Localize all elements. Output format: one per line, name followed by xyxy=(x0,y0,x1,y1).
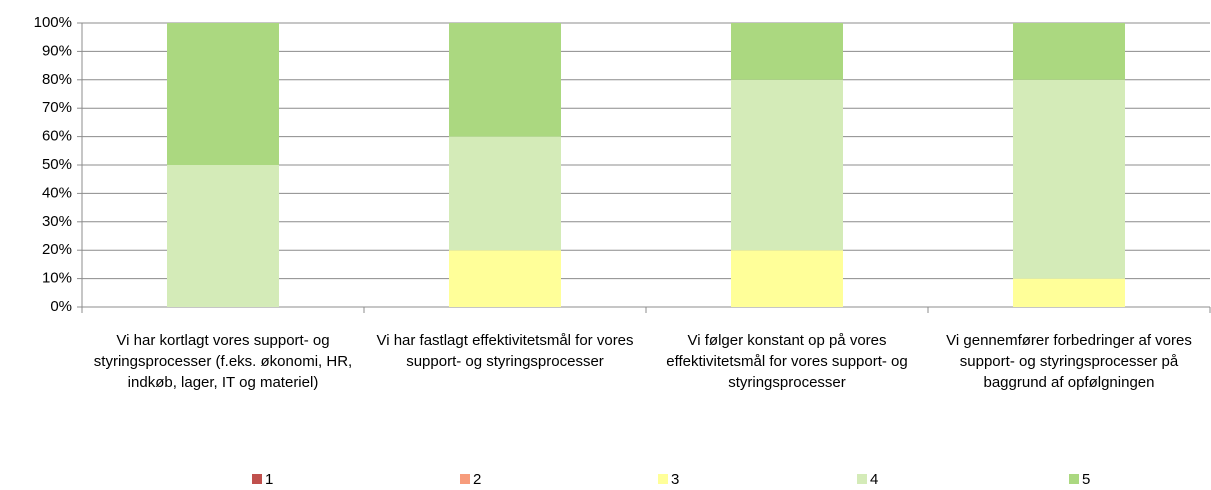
bar-segment xyxy=(167,165,279,307)
bar-segment xyxy=(1013,79,1125,279)
y-tick-label: 40% xyxy=(42,184,72,201)
y-tick-label: 0% xyxy=(50,298,72,315)
y-tick-label: 80% xyxy=(42,71,72,88)
legend-label: 1 xyxy=(265,471,273,488)
bar-segment xyxy=(1013,278,1125,307)
y-tick-label: 70% xyxy=(42,99,72,116)
legend-label: 4 xyxy=(870,471,878,488)
y-tick-label: 100% xyxy=(34,14,72,31)
bar-segment xyxy=(731,23,843,80)
y-tick-label: 90% xyxy=(42,42,72,59)
bar-segment xyxy=(731,79,843,251)
legend-swatch xyxy=(658,474,668,484)
bar-segment xyxy=(449,136,561,251)
x-tick-label: Vi gennemfører forbedringer af vores sup… xyxy=(946,332,1192,391)
y-tick-label: 50% xyxy=(42,156,72,173)
y-tick-label: 10% xyxy=(42,270,72,287)
x-tick-label: Vi har fastlagt effektivitetsmål for vor… xyxy=(376,332,634,370)
bar-segment xyxy=(1013,23,1125,80)
legend-swatch xyxy=(857,474,867,484)
legend-label: 5 xyxy=(1082,471,1090,488)
bar-segment xyxy=(449,23,561,137)
legend-label: 3 xyxy=(671,471,679,488)
x-tick-label: Vi følger konstant op på vores effektivi… xyxy=(666,332,908,391)
bar-segment xyxy=(731,250,843,307)
y-tick-label: 20% xyxy=(42,241,72,258)
legend-swatch xyxy=(252,474,262,484)
bar-segment xyxy=(449,250,561,307)
y-tick-label: 60% xyxy=(42,128,72,145)
legend-swatch xyxy=(460,474,470,484)
legend-label: 2 xyxy=(473,471,481,488)
bar-segment xyxy=(167,23,279,165)
legend-swatch xyxy=(1069,474,1079,484)
y-tick-label: 30% xyxy=(42,213,72,230)
x-tick-label: Vi har kortlagt vores support- og styrin… xyxy=(93,332,353,391)
